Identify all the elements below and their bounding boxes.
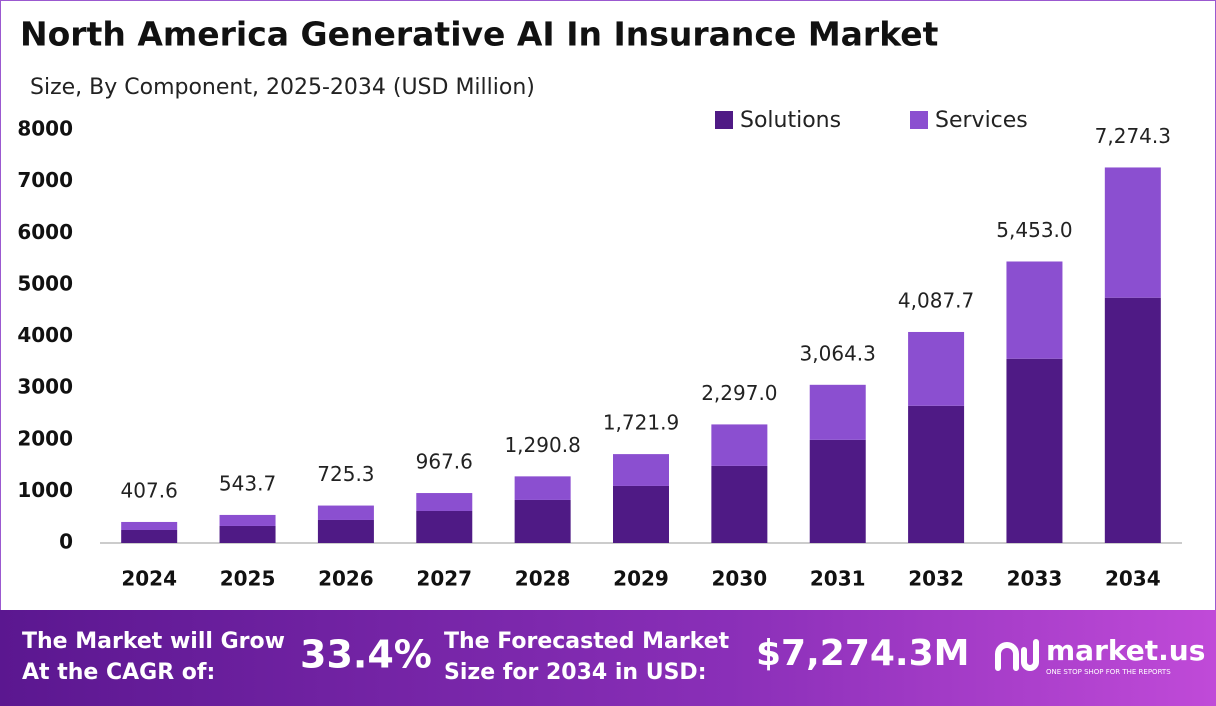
x-tick-label: 2025 [220,567,276,591]
legend-label: Solutions [740,108,841,133]
bar-segment [908,331,965,406]
total-label: 725.3 [317,462,374,486]
x-tick-label: 2030 [712,567,768,591]
footer-text: At the CAGR of: [22,660,215,685]
x-tick-label: 2031 [810,567,866,591]
bar-segment [711,465,768,543]
footer-text: Size for 2034 in USD: [444,660,707,685]
bar-segment [317,505,374,520]
total-label: 543.7 [219,471,276,495]
bar-segment [416,493,473,511]
footer-text: The Market will Grow [22,629,285,654]
x-tick-label: 2024 [121,567,177,591]
legend-swatch [715,111,733,129]
total-label: 3,064.3 [800,341,876,365]
bar-segment [1006,358,1063,543]
y-tick-label: 3000 [17,375,73,399]
legend-swatch [910,111,928,129]
total-label: 5,453.0 [996,218,1072,242]
total-label: 1,721.9 [603,411,679,435]
total-label: 7,274.3 [1095,124,1171,148]
x-tick-label: 2032 [908,567,964,591]
brand-tagline: ONE STOP SHOP FOR THE REPORTS [1046,668,1171,676]
total-label: 4,087.7 [898,288,974,312]
footer-value: $7,274.3M [756,633,969,674]
total-label: 2,297.0 [701,381,777,405]
total-label: 967.6 [416,450,473,474]
y-tick-label: 7000 [17,168,73,192]
x-tick-label: 2027 [416,567,472,591]
y-tick-label: 1000 [17,478,73,502]
legend-label: Services [935,108,1028,133]
bar-segment [809,439,866,543]
bar-segment [514,499,571,543]
x-tick-label: 2029 [613,567,669,591]
bar-segment [1104,167,1161,298]
bar-segment [121,529,178,543]
y-tick-label: 0 [59,530,73,554]
bar-segment [711,424,768,466]
total-label: 1,290.8 [504,433,580,457]
bar-segment [613,485,669,543]
bar-segment [317,519,374,543]
bar-segment [1006,261,1063,359]
bar-segment [908,405,965,543]
bar-segment [809,384,866,440]
y-tick-label: 6000 [17,220,73,244]
x-tick-label: 2028 [515,567,571,591]
total-label: 407.6 [121,478,178,502]
brand-logo [995,639,1039,671]
y-tick-label: 2000 [17,426,73,450]
x-tick-label: 2026 [318,567,374,591]
bar-segment [219,525,276,543]
bar-segment [121,521,178,530]
bar-segment [219,514,276,526]
bar-segment [416,510,473,543]
y-tick-label: 4000 [17,323,73,347]
y-tick-label: 5000 [17,271,73,295]
chart-title: North America Generative AI In Insurance… [20,15,939,54]
x-tick-label: 2033 [1007,567,1063,591]
bar-segment [1104,297,1161,543]
footer-value: 33.4% [300,633,432,677]
bar-segment [613,454,669,486]
chart-subtitle: Size, By Component, 2025-2034 (USD Milli… [30,75,535,100]
bar-segment [514,476,571,500]
x-tick-label: 2034 [1105,567,1161,591]
footer-text: The Forecasted Market [444,629,730,654]
brand-name: market.us [1046,634,1205,667]
y-tick-label: 8000 [17,117,73,141]
